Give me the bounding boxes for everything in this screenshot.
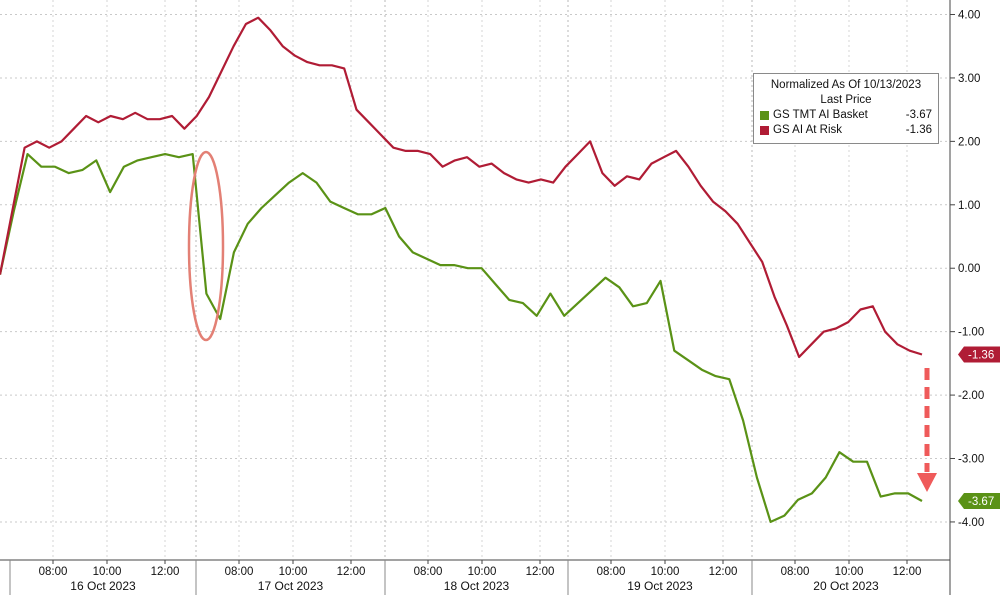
x-tick-label: 10:00	[279, 566, 308, 578]
last-value-tag: -3.67	[958, 493, 1000, 510]
y-axis: 4.00 3.00 2.00 1.00 0.00 -1.00 -2.00 -3.00 -4.00	[949, 0, 984, 595]
legend-entry-ai-at-risk: GS AI At Risk -1.36	[760, 123, 932, 138]
x-day-label: 17 Oct 2023	[258, 579, 324, 593]
x-tick-label: 08:00	[414, 566, 443, 578]
drop-highlight-ellipse	[187, 150, 225, 342]
x-tick-label: 08:00	[597, 566, 626, 578]
legend-series-name: GS AI At Risk	[773, 124, 843, 136]
x-day-label: 18 Oct 2023	[444, 579, 510, 593]
x-day-label: 20 Oct 2023	[813, 579, 879, 593]
x-tick-label: 10:00	[651, 566, 680, 578]
y-tick-label: 2.00	[958, 136, 980, 148]
series-line	[0, 16, 923, 359]
last-value-tag: -1.36	[958, 346, 1000, 363]
y-tick-label: 3.00	[958, 73, 980, 85]
down-arrow-head	[917, 473, 937, 492]
x-tick-label: 12:00	[709, 566, 738, 578]
legend-title: Normalized As Of 10/13/2023	[770, 79, 922, 91]
y-tick-label: -3.00	[958, 454, 984, 466]
y-tick-label: -4.00	[958, 517, 984, 529]
legend-subtitle: Last Price	[820, 94, 872, 106]
x-tick-label: 08:00	[781, 566, 810, 578]
legend-swatch	[760, 111, 769, 120]
legend-entry-tmt-ai-basket: GS TMT AI Basket -3.67	[760, 108, 932, 123]
legend-series-value: -1.36	[905, 124, 932, 136]
last-value-tag-label: -3.67	[968, 496, 994, 508]
x-tick-label: 12:00	[337, 566, 366, 578]
y-tick-label: -1.00	[958, 327, 984, 339]
day-separators	[195, 0, 753, 560]
legend-series-value: -3.67	[905, 109, 932, 121]
last-value-tag-bg	[958, 346, 1000, 363]
last-value-tags: -3.67 -1.36	[958, 346, 1000, 510]
legend: Normalized As Of 10/13/2023 Last Price G…	[753, 73, 939, 144]
x-tick-label: 12:00	[893, 566, 922, 578]
x-tick-label: 08:00	[225, 566, 254, 578]
x-tick-label: 08:00	[39, 566, 68, 578]
x-tick-label: 12:00	[151, 566, 180, 578]
x-tick-label: 12:00	[526, 566, 555, 578]
series-line	[0, 153, 923, 524]
annotations	[187, 150, 937, 492]
series-lines	[0, 16, 923, 524]
y-tick-label: 4.00	[958, 10, 980, 22]
last-value-tag-label: -1.36	[968, 349, 994, 361]
y-tick-label: 0.00	[958, 263, 980, 275]
grid	[0, 0, 950, 560]
y-tick-label: -2.00	[958, 390, 984, 402]
x-day-label: 16 Oct 2023	[70, 579, 136, 593]
last-value-tag-bg	[958, 493, 1000, 510]
legend-series-name: GS TMT AI Basket	[773, 109, 868, 121]
x-tick-label: 10:00	[835, 566, 864, 578]
x-tick-label: 10:00	[468, 566, 497, 578]
y-tick-label: 1.00	[958, 200, 980, 212]
x-day-label: 19 Oct 2023	[627, 579, 693, 593]
x-tick-label: 10:00	[93, 566, 122, 578]
legend-swatch	[760, 126, 769, 135]
